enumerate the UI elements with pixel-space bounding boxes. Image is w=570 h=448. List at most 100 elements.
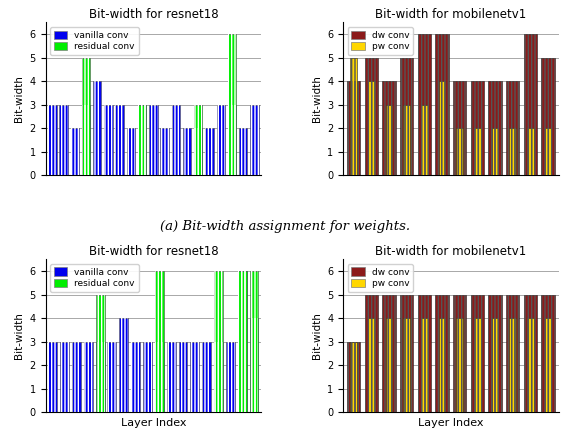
Bar [138,105,146,175]
Bar [82,105,90,175]
Bar [421,318,428,412]
Bar [238,271,247,412]
Y-axis label: Bit-width: Bit-width [14,75,24,122]
Bar [492,318,498,412]
Bar [418,295,431,412]
Bar [351,342,357,412]
X-axis label: Layer Index: Layer Index [121,418,186,428]
Bar [82,105,90,175]
Bar [238,271,247,412]
Title: Bit-width for resnet18: Bit-width for resnet18 [88,8,218,21]
Bar [93,81,101,175]
Bar [172,105,180,175]
Bar [386,318,392,412]
Bar [386,318,392,412]
Bar [545,318,551,412]
Bar [418,34,431,175]
Bar [545,128,551,175]
Bar [510,318,516,412]
Bar [138,105,146,175]
Bar [131,342,140,412]
Bar [386,105,392,175]
Bar [542,295,555,412]
Bar [351,58,357,175]
Bar [421,105,428,175]
Bar [205,128,214,175]
Bar [160,128,169,175]
Bar [439,81,445,175]
Bar [492,128,498,175]
Bar [382,81,396,175]
Bar [96,295,104,412]
Legend: vanilla conv, residual conv: vanilla conv, residual conv [50,264,139,292]
Bar [108,342,116,412]
Bar [183,128,192,175]
Bar [506,295,519,412]
Bar [250,271,258,412]
Bar [382,81,396,175]
Bar [119,318,128,412]
Bar [347,81,360,175]
Title: Bit-width for resnet18: Bit-width for resnet18 [88,245,218,258]
Bar [155,271,164,412]
Bar [386,105,392,175]
Bar [400,295,413,412]
Bar [524,295,537,412]
Bar [84,342,93,412]
Title: Bit-width for mobilenetv1: Bit-width for mobilenetv1 [375,8,527,21]
Bar [84,342,93,412]
Bar [368,81,374,175]
Bar [492,128,498,175]
Bar [190,342,200,412]
Bar [116,105,124,175]
Bar [474,318,481,412]
Bar [404,318,410,412]
Bar [183,128,192,175]
Bar [82,58,90,175]
Bar [116,105,124,175]
Bar [166,342,176,412]
Bar [453,81,466,175]
Bar [471,295,484,412]
Bar [131,342,140,412]
Bar [457,128,463,175]
Bar [488,81,502,175]
Bar [127,128,135,175]
Bar [474,128,481,175]
Legend: dw conv, pw conv: dw conv, pw conv [348,27,413,55]
Bar [435,295,449,412]
Y-axis label: Bit-width: Bit-width [312,75,321,122]
Bar [149,105,157,175]
Bar [404,318,410,412]
Bar [404,105,410,175]
Bar [527,128,534,175]
Bar [138,105,146,175]
Bar [143,342,152,412]
Bar [48,105,56,175]
Bar [457,318,463,412]
Bar [226,342,235,412]
Y-axis label: Bit-width: Bit-width [14,312,24,359]
Bar [347,342,360,412]
Bar [365,295,378,412]
Bar [453,295,466,412]
Bar [421,318,428,412]
Bar [202,342,211,412]
Bar [542,58,555,175]
Bar [510,128,516,175]
Bar [239,128,247,175]
Bar [439,81,445,175]
Bar [488,295,502,412]
Bar [127,128,135,175]
Bar [421,105,428,175]
X-axis label: Layer Index: Layer Index [418,418,483,428]
Bar [160,128,169,175]
Bar [435,34,449,175]
Bar [368,81,374,175]
Bar [542,58,555,175]
Bar [82,58,90,175]
Bar [59,105,68,175]
Bar [471,81,484,175]
Bar [527,318,534,412]
Bar [155,271,164,412]
